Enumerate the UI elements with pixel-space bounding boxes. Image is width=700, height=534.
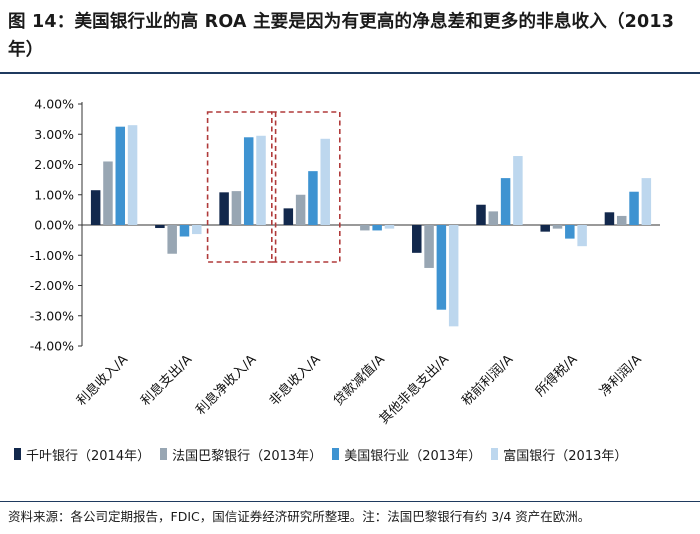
bar <box>424 225 434 268</box>
bar <box>103 161 113 225</box>
bar <box>219 192 229 225</box>
bar <box>616 215 627 225</box>
y-tick-label: 4.00% <box>34 97 74 112</box>
bar <box>115 126 126 225</box>
x-category-label: 非息收入/A <box>266 351 324 409</box>
bar <box>295 194 306 225</box>
footer-divider <box>0 501 700 502</box>
bar <box>360 225 370 231</box>
source-note: 资料来源：各公司定期报告，FDIC，国信证券经济研究所整理。注：法国巴黎银行有约… <box>8 509 591 524</box>
legend-swatch <box>332 448 340 460</box>
x-category-label: 所得税/A <box>532 351 580 399</box>
title-divider <box>0 72 700 74</box>
bar <box>231 191 242 225</box>
legend-label: 法国巴黎银行（2013年） <box>172 448 323 464</box>
bar <box>384 225 395 229</box>
bar <box>488 211 499 225</box>
bar <box>629 191 639 225</box>
y-tick-label: 0.00% <box>34 218 74 233</box>
bar <box>577 225 587 247</box>
bar <box>90 190 101 225</box>
bar <box>167 225 177 254</box>
y-tick-label: -3.00% <box>30 308 74 323</box>
bar <box>179 225 190 237</box>
bar <box>320 138 330 225</box>
legend-swatch <box>491 448 499 460</box>
y-tick-label: 2.00% <box>34 157 74 172</box>
x-category-label: 利息收入/A <box>73 351 131 409</box>
bar <box>500 178 511 225</box>
bar <box>436 225 447 310</box>
highlight-box <box>270 111 341 263</box>
bar <box>155 225 165 229</box>
y-tick-label: -1.00% <box>30 248 74 263</box>
x-category-label: 贷款减值/A <box>330 351 388 409</box>
highlight-layer <box>206 111 341 263</box>
bar <box>127 125 138 225</box>
bar <box>476 204 486 225</box>
legend-label: 千叶银行（2014年） <box>26 448 151 464</box>
axis-layer: 4.00% 3.00% 2.00% 1.00% 0.00% -1.00% -2.00% -3.… <box>30 97 660 354</box>
bar-layer <box>90 125 652 327</box>
bar <box>448 225 459 327</box>
x-category-label: 税前利润/A <box>459 351 517 409</box>
y-tick-label: -4.00% <box>30 339 74 354</box>
x-category-label: 利息支出/A <box>138 351 196 409</box>
legend-item: 法国巴黎银行（2013年） <box>160 445 322 464</box>
bar <box>243 137 254 225</box>
bar <box>513 156 523 225</box>
legend-item: 富国银行（2013年） <box>491 445 627 464</box>
bar <box>540 225 550 232</box>
legend-label: 富国银行（2013年） <box>503 448 628 464</box>
y-tick-label: 1.00% <box>34 187 74 202</box>
bar <box>565 225 575 239</box>
bar <box>552 225 563 229</box>
legend-swatch <box>14 448 21 460</box>
bar <box>372 225 382 231</box>
legend-swatch <box>160 448 168 460</box>
legend: 千叶银行（2014年） 法国巴黎银行（2013年） 美国银行业（2013年） 富国银行… <box>14 444 694 464</box>
bar <box>641 178 652 225</box>
x-category-label: 净利润/A <box>597 352 645 400</box>
x-category-label: 利息净收入/A <box>193 351 260 418</box>
legend-item: 千叶银行（2014年） <box>14 445 150 464</box>
highlight-box <box>206 111 277 263</box>
y-tick-label: 3.00% <box>34 127 74 142</box>
bar <box>604 212 615 225</box>
y-tick-label: -2.00% <box>30 278 74 293</box>
chart-title: 图 14：美国银行业的高 ROA 主要是因为有更高的净息差和更多的非息收入（20… <box>8 12 675 60</box>
bar <box>283 208 294 225</box>
legend-item: 美国银行业（2013年） <box>332 445 481 464</box>
bar <box>192 225 202 235</box>
legend-label: 美国银行业（2013年） <box>344 448 482 464</box>
bar <box>308 171 318 225</box>
bar <box>256 135 266 225</box>
bar <box>412 225 422 253</box>
